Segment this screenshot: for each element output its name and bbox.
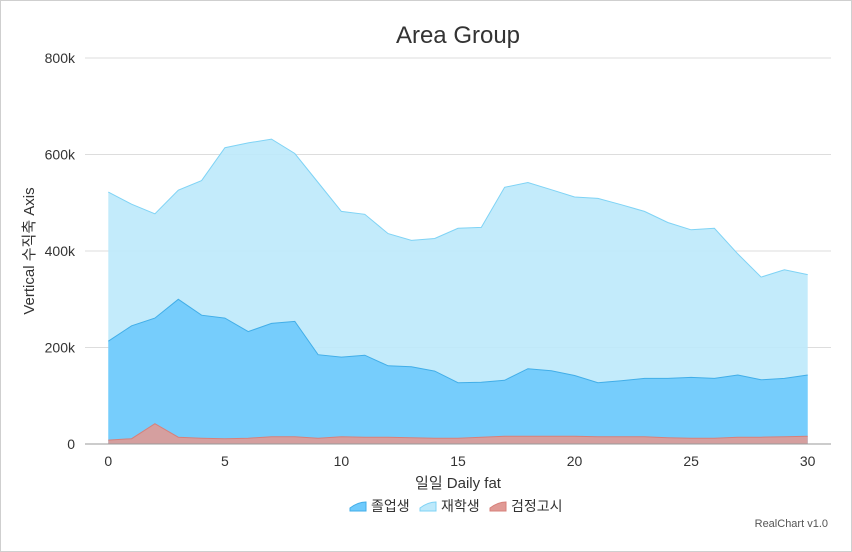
y-axis-title: Vertical 수직축 Axis [21, 187, 38, 314]
chart-title: Area Group [396, 22, 520, 49]
y-tick-label: 200k [45, 340, 76, 356]
x-tick-label: 20 [567, 453, 583, 469]
y-tick-label: 400k [45, 243, 76, 259]
y-axis-ticks: 0 200k 400k 600k 800k [45, 50, 76, 452]
legend-item[interactable]: 재학생 [420, 498, 480, 514]
legend-label: 재학생 [441, 498, 480, 514]
legend-marker [350, 502, 366, 511]
credit-label: RealChart v1.0 [755, 518, 828, 530]
x-tick-label: 15 [450, 453, 466, 469]
x-tick-label: 25 [683, 453, 699, 469]
legend-marker [420, 502, 436, 511]
area-series-group [108, 139, 807, 444]
x-axis-ticks: 0 5 10 15 20 25 30 [104, 453, 815, 469]
x-tick-label: 10 [334, 453, 350, 469]
y-tick-label: 0 [67, 436, 75, 452]
legend[interactable]: 졸업생 재학생 검정고시 [350, 498, 563, 514]
x-tick-label: 30 [800, 453, 816, 469]
y-tick-label: 800k [45, 50, 76, 66]
x-tick-label: 5 [221, 453, 229, 469]
legend-marker [490, 502, 506, 511]
legend-item[interactable]: 졸업생 [350, 498, 410, 514]
legend-label: 졸업생 [371, 498, 410, 514]
x-axis-title: 일일 Daily fat [415, 475, 502, 492]
legend-item[interactable]: 검정고시 [490, 498, 563, 514]
y-tick-label: 600k [45, 147, 76, 163]
legend-label: 검정고시 [511, 498, 563, 514]
x-tick-label: 0 [104, 453, 112, 469]
